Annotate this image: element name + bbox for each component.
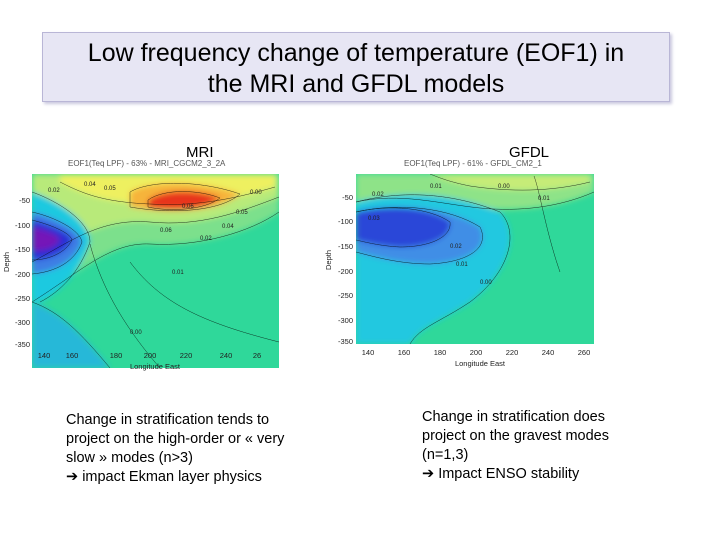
gfdl-y-tick: -350 (338, 337, 353, 346)
mri-contour-label: 0.00 (250, 190, 262, 196)
gfdl-x-tick: 200 (470, 348, 483, 357)
mri-y-tick: -100 (15, 221, 30, 230)
mri-x-tick: 220 (180, 351, 193, 360)
mri-contour-label: 0.02 (48, 188, 60, 194)
mri-caption-line: impact Ekman layer physics (82, 469, 262, 485)
mri-plot-title: EOF1(Teq LPF) - 63% - MRI_CGCM2_3_2A (68, 159, 226, 168)
mri-x-tick: 240 (220, 351, 233, 360)
mri-x-tick: 140 (38, 351, 51, 360)
mri-caption-line: Change in stratification tends to (66, 412, 270, 428)
gfdl-y-axis-label: Depth (324, 250, 333, 270)
gfdl-caption-arrow-line: ➔ Impact ENSO stability (422, 465, 609, 484)
gfdl-label: GFDL (509, 144, 550, 161)
mri-contour-label: 0.06 (160, 228, 172, 234)
mri-caption-line: project on the high-order or « very (66, 431, 285, 447)
mri-caption-arrow-line: ➔ impact Ekman layer physics (66, 468, 284, 487)
mri-x-tick: 26 (253, 351, 261, 360)
gfdl-contour-label: 0.03 (368, 216, 380, 222)
gfdl-caption-line: (n=1,3) (422, 447, 469, 463)
gfdl-contour-label: 0.02 (450, 244, 462, 250)
gfdl-y-tick: -150 (338, 242, 353, 251)
mri-x-axis-label: Longitude East (130, 362, 181, 371)
right-arrow-icon: ➔ (66, 469, 79, 485)
slide-title-line-1: Low frequency change of temperature (EOF… (87, 39, 625, 67)
mri-contour-label: 0.05 (236, 210, 248, 216)
gfdl-x-tick: 160 (398, 348, 411, 357)
gfdl-contour-label: 0.01 (538, 196, 550, 202)
mri-y-tick: -300 (15, 318, 30, 327)
gfdl-plot-title: EOF1(Teq LPF) - 61% - GFDL_CM2_1 (404, 159, 542, 168)
mri-contour-label: 0.05 (104, 186, 116, 192)
mri-contour-label: 0.00 (130, 330, 142, 336)
gfdl-y-tick: -300 (338, 316, 353, 325)
mri-y-axis-label: Depth (2, 252, 11, 272)
gfdl-x-tick: 140 (362, 348, 375, 357)
slide-title-line-2: the MRI and GFDL models (207, 70, 505, 98)
mri-y-tick: -200 (15, 270, 30, 279)
mri-x-tick: 200 (144, 351, 157, 360)
gfdl-contour-label: 0.01 (456, 262, 468, 268)
gfdl-contour-label: 0.02 (372, 192, 384, 198)
gfdl-caption-line: Impact ENSO stability (438, 466, 580, 482)
gfdl-contour-label: 0.00 (498, 184, 510, 190)
gfdl-x-axis-label: Longitude East (455, 359, 506, 368)
mri-contour-label: 0.02 (200, 236, 212, 242)
mri-label: MRI (186, 144, 214, 161)
mri-contour-plot: EOF1(Teq LPF) - 63% - MRI_CGCM2_3_2A (0, 152, 285, 377)
gfdl-y-tick: -50 (342, 193, 353, 202)
mri-y-tick: -50 (19, 196, 30, 205)
mri-x-tick: 180 (110, 351, 123, 360)
right-arrow-icon: ➔ (422, 466, 435, 482)
gfdl-caption-line: Change in stratification does (422, 409, 605, 425)
mri-y-tick: -350 (15, 340, 30, 349)
gfdl-caption-line: project on the gravest modes (422, 428, 609, 444)
mri-contour-label: 0.06 (182, 204, 194, 210)
gfdl-x-tick: 180 (434, 348, 447, 357)
gfdl-caption: Change in stratification does project on… (422, 408, 609, 484)
mri-contour-label: 0.04 (84, 182, 96, 188)
mri-x-tick: 160 (66, 351, 79, 360)
gfdl-y-tick: -200 (338, 267, 353, 276)
gfdl-contour-plot: EOF1(Teq LPF) - 61% - GFDL_CM2_1 0.02 (320, 152, 605, 377)
mri-caption: Change in stratification tends to projec… (66, 411, 284, 487)
gfdl-x-tick: 240 (542, 348, 555, 357)
gfdl-x-tick: 260 (578, 348, 591, 357)
gfdl-x-tick: 220 (506, 348, 519, 357)
mri-contour-label: 0.01 (172, 270, 184, 276)
gfdl-y-tick: -100 (338, 217, 353, 226)
mri-y-tick: -150 (15, 245, 30, 254)
gfdl-contour-label: 0.00 (480, 280, 492, 286)
mri-caption-line: slow » modes (n>3) (66, 450, 193, 466)
mri-contour-label: 0.04 (222, 224, 234, 230)
gfdl-y-tick: -250 (338, 291, 353, 300)
mri-y-tick: -250 (15, 294, 30, 303)
slide-title: Low frequency change of temperature (EOF… (42, 32, 670, 102)
gfdl-contour-label: 0.01 (430, 184, 442, 190)
